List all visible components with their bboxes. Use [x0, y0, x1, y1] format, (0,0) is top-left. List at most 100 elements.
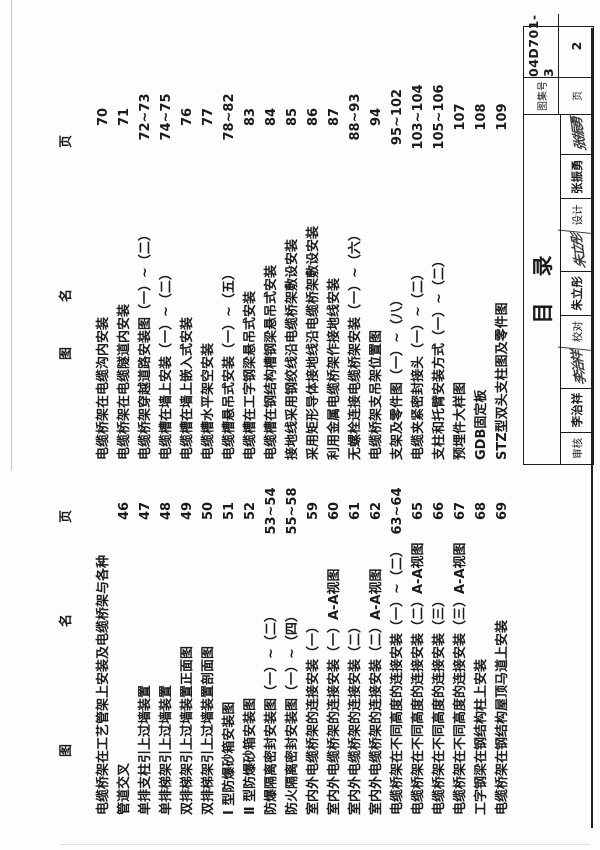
toc-entry-row: 防火隔离密封安装图（一）~（四） 55~58 [282, 473, 303, 815]
toc-entry-name: 管道交叉 [117, 762, 132, 815]
toc-entry-name: 电缆夹紧密封接头（一）~（二） [411, 267, 426, 460]
toc-entry-page: 87 [327, 107, 342, 127]
toc-entry-page [93, 475, 114, 547]
toc-entry-page: 62 [369, 501, 384, 521]
toc-entry-name: 电缆桥架在钢结构屋顶马道上安装 [495, 619, 510, 815]
toc-entry-page: 72~73 [138, 93, 153, 141]
toc-entry-page: 105~106 [432, 84, 447, 150]
header-page-label: 页 [59, 509, 74, 523]
toc-entry-row: 电缆桥架在不同高度的连接安装（三） 66 [429, 473, 450, 815]
toc-entry-name: 采用矩形导体接地线沿电缆桥架敷设安装 [306, 225, 321, 460]
toc-entry-row: 电缆桥架在不同高度的连接安装（一）~（二） 63~64 [387, 473, 408, 815]
toc-entry-page: 49 [180, 501, 195, 521]
toc-entry-name: Ⅱ 型防爆砂箱安装图 [243, 697, 258, 815]
toc-entry-row: 单排支柱引上过墙装置 47 [135, 473, 156, 815]
toc-entry-row: 预埋件大样图 107 [450, 28, 471, 460]
toc-entry-name: 电缆槽在钢结构槽钢梁悬吊式安装 [264, 264, 279, 460]
title-block: 目录 审核 李治祥 李治祥 校对 朱立彤 朱立彤 设计 张振勇 [523, 14, 597, 465]
toc-entry-page: 47 [138, 501, 153, 521]
toc-entry-row: GDB固定板 108 [471, 28, 492, 460]
toc-entry-name: 室内外电缆桥架的连接安装（二）A-A视图 [369, 568, 384, 815]
signer-role-label: 审核 [561, 431, 593, 464]
toc-entry-name: 室内外电缆桥架的连接安装（一） [306, 619, 321, 815]
header-page-label: 页 [59, 134, 74, 148]
page-number-row: 页 2 [559, 14, 593, 114]
toc-entry-name: 双排梯架引上过墙装置剖面图 [201, 645, 216, 815]
toc-entry-name: GDB固定板 [474, 389, 489, 460]
toc-entry-page: 68 [474, 501, 489, 521]
signer-role-label: 校对 [561, 314, 593, 348]
atlas-no-value: 04D701-3 [526, 14, 556, 77]
toc-entry-page: 94 [369, 107, 384, 127]
signer-signature: 李治祥 [557, 345, 597, 390]
toc-entry-name: 防火隔离密封安装图（一）~（四） [285, 609, 300, 815]
toc-entry-page: 108 [474, 103, 489, 131]
toc-entry-name: 单排梯架引上过墙装置 [159, 684, 174, 815]
toc-entry-page: 63~64 [390, 487, 405, 535]
toc-entry-name: 电缆槽在工字钢梁悬吊式安装 [243, 290, 258, 460]
toc-header-right: 图 名 页 [55, 28, 75, 460]
toc-entry-row: STZ型双头支柱图及零件图 109 [492, 28, 513, 460]
toc-entry-page: 109 [495, 103, 510, 131]
header-name-label: 名 [59, 288, 74, 302]
signer-signature: 朱立彤 [557, 229, 597, 273]
toc-entry-row: 室内外电缆桥架的连接安装（一） 59 [303, 473, 324, 815]
toc-entry-row: 电缆桥架在工艺管架上安装及电缆桥架与各种 [93, 473, 114, 815]
toc-entry-name: 电缆桥架在不同高度的连接安装（一）~（二） [390, 544, 405, 815]
toc-entry-page: 69 [495, 501, 510, 521]
page-no-value: 2 [568, 41, 584, 51]
toc-entry-row: 电缆桥架在钢结构屋顶马道上安装 69 [492, 473, 513, 815]
toc-column-left: 图 名 页 电缆桥架在工艺管架上安装及电缆桥架与各种 管道交叉 46 [55, 473, 510, 815]
toc-entry-page: 66 [432, 501, 447, 521]
toc-entry-name: 电缆桥架在不同高度的连接安装（二）A-A视图 [411, 542, 426, 815]
atlas-number-row: 图集号 04D701-3 [524, 14, 559, 114]
signer-role-label: 设计 [561, 198, 593, 231]
toc-entry-row: 室内外电缆桥架的连接安装（一）A-A视图 60 [324, 473, 345, 815]
toc-entry-row: 电缆桥架支吊架位置图 94 [366, 28, 387, 460]
toc-entry-page: 71 [117, 107, 132, 127]
header-drawing-label: 图 [59, 346, 74, 360]
toc-entry-page: 103~104 [411, 84, 426, 150]
toc-entry-name: Ⅰ 型防爆砂箱安装图 [222, 701, 237, 815]
toc-entry-name: 电缆桥架在电缆沟内安装 [96, 316, 111, 460]
toc-entry-row: 利用金属电缆桥架作接地线安装 87 [324, 28, 345, 460]
toc-entry-page: 85 [285, 107, 300, 127]
toc-entry-row: 电缆槽在墙上嵌入式安装 76 [177, 28, 198, 460]
toc-entry-row: 采用矩形导体接地线沿电缆桥架敷设安装 86 [303, 28, 324, 460]
toc-entry-page: 48 [159, 501, 174, 521]
toc-entry-page: 78~82 [222, 93, 237, 141]
title-block-main: 目录 审核 李治祥 李治祥 校对 朱立彤 朱立彤 设计 张振勇 [524, 114, 597, 464]
toc-entry-row: Ⅱ 型防爆砂箱安装图 52 [240, 473, 261, 815]
header-name-label: 名 [59, 613, 74, 627]
toc-entry-page: 53~54 [264, 487, 279, 535]
toc-entry-name: 电缆槽水平架空安装 [201, 342, 216, 460]
toc-entry-name: 室内外电缆桥架的连接安装（二） [348, 619, 363, 815]
signer-name: 朱立彤 [561, 270, 593, 315]
toc-entry-row: 无螺栓连接电缆桥架安装（一）~（六） 88~93 [345, 28, 366, 460]
toc-entry-page: 107 [453, 103, 468, 131]
toc-entry-page: 65 [411, 501, 426, 521]
toc-entry-row: 电缆桥架在不同高度的连接安装（三）A-A视图 67 [450, 473, 471, 815]
toc-entry-page: 88~93 [348, 93, 363, 141]
toc-entry-name: 双排梯架引上过墙装置正面图 [180, 645, 195, 815]
toc-entry-name: 电缆桥架在工艺管架上安装及电缆桥架与各种 [96, 554, 111, 815]
toc-entry-row: 接地线采用钢绞线沿电缆桥架敷设安装 85 [282, 28, 303, 460]
toc-entry-name: 支架及零件图（一）~（八） [390, 293, 405, 460]
page-no-label: 页 [559, 77, 593, 114]
toc-entry-page: 86 [306, 107, 321, 127]
toc-entry-row: 管道交叉 46 [114, 473, 135, 815]
toc-header-left: 图 名 页 [55, 473, 75, 815]
toc-entry-name: 预埋件大样图 [453, 381, 468, 460]
toc-entry-name: 电缆槽在墙上安装（一）~（二） [159, 267, 174, 460]
toc-entry-page: 61 [348, 501, 363, 521]
toc-entry-row: 双排梯架引上过墙装置剖面图 50 [198, 473, 219, 815]
toc-entry-page: 67 [453, 501, 468, 521]
toc-entry-page: 55~58 [285, 487, 300, 535]
toc-entry-page: 76 [180, 107, 195, 127]
scan-edge-artifact-top [11, 0, 12, 470]
toc-entry-row: 室内外电缆桥架的连接安装（二） 61 [345, 473, 366, 815]
toc-entry-page: 70 [96, 107, 111, 127]
toc-entry-name: 电缆槽在墙上嵌入式安装 [180, 316, 195, 460]
signer-signature: 张振勇 [569, 117, 590, 152]
